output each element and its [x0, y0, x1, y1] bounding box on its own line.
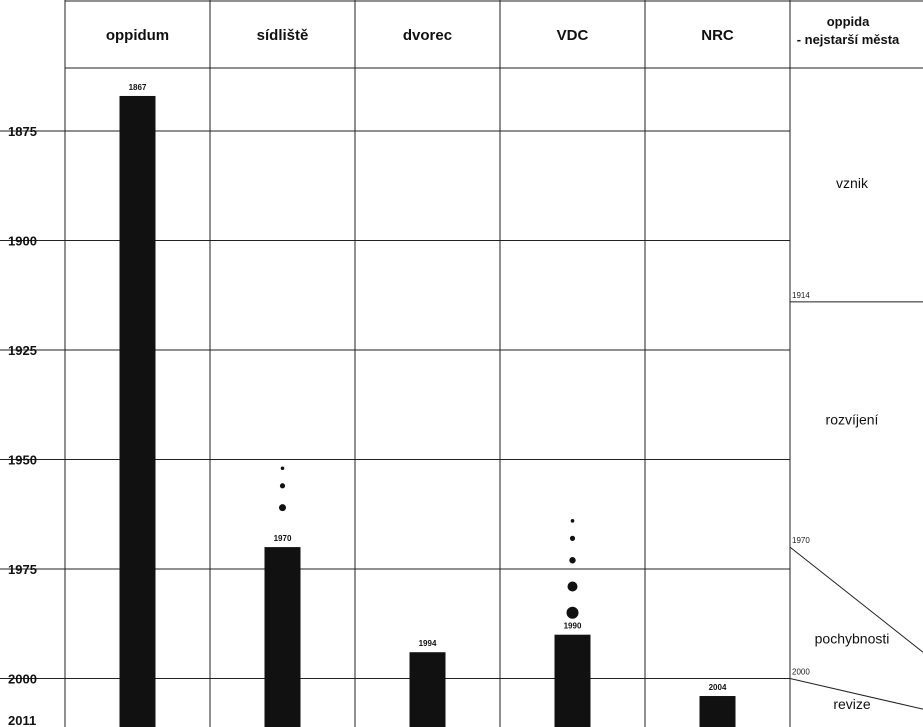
phase-label-1: rozvíjení	[826, 411, 879, 427]
bar-3	[554, 634, 591, 727]
y-tick-label-2000: 2000	[8, 672, 37, 687]
bar-value-label-1: 1970	[274, 534, 292, 543]
trail-dot-0-0	[280, 466, 285, 471]
side-panel-title-line1: oppida	[827, 14, 870, 29]
column-header-2: dvorec	[403, 27, 452, 44]
phase-boundary-label-2000: 2000	[792, 668, 810, 677]
bar-value-label-3: 1990	[564, 622, 582, 631]
phase-label-2: pochybnosti	[815, 630, 890, 646]
bar-4	[699, 696, 736, 727]
y-tick-label-1950: 1950	[8, 453, 37, 468]
bar-0	[119, 95, 156, 727]
column-header-1: sídliště	[257, 27, 309, 44]
side-panel-title-line2: - nejstarší města	[797, 32, 900, 47]
y-tick-label-1975: 1975	[8, 562, 37, 577]
trail-dot-1-0	[570, 519, 575, 523]
phase-boundary-label-1970: 1970	[792, 536, 810, 545]
column-header-4: NRC	[701, 27, 734, 44]
bar-1	[264, 547, 301, 727]
phase-label-0: vznik	[836, 175, 869, 191]
bar-value-label-0: 1867	[129, 83, 147, 92]
phase-boundary-2000	[789, 678, 923, 710]
trail-dot-1-4	[566, 606, 579, 619]
y-tick-label-1925: 1925	[8, 343, 37, 358]
phase-label-3: revize	[833, 696, 871, 712]
y-bottom-label: 2011	[8, 713, 36, 727]
bar-value-label-4: 2004	[709, 683, 727, 692]
bar-value-label-2: 1994	[419, 639, 437, 648]
trail-dot-0-2	[279, 504, 286, 512]
trail-dot-1-2	[569, 557, 576, 564]
column-header-3: VDC	[557, 27, 589, 44]
trail-dot-1-3	[567, 581, 578, 592]
y-tick-label-1875: 1875	[8, 124, 37, 139]
trail-dot-0-1	[279, 483, 286, 489]
bar-2	[409, 652, 446, 727]
y-tick-label-1900: 1900	[8, 234, 37, 249]
phase-boundary-1970	[789, 546, 923, 653]
phase-boundary-label-1914: 1914	[792, 291, 810, 300]
trail-dot-1-1	[569, 535, 576, 541]
column-header-0: oppidum	[106, 27, 169, 44]
